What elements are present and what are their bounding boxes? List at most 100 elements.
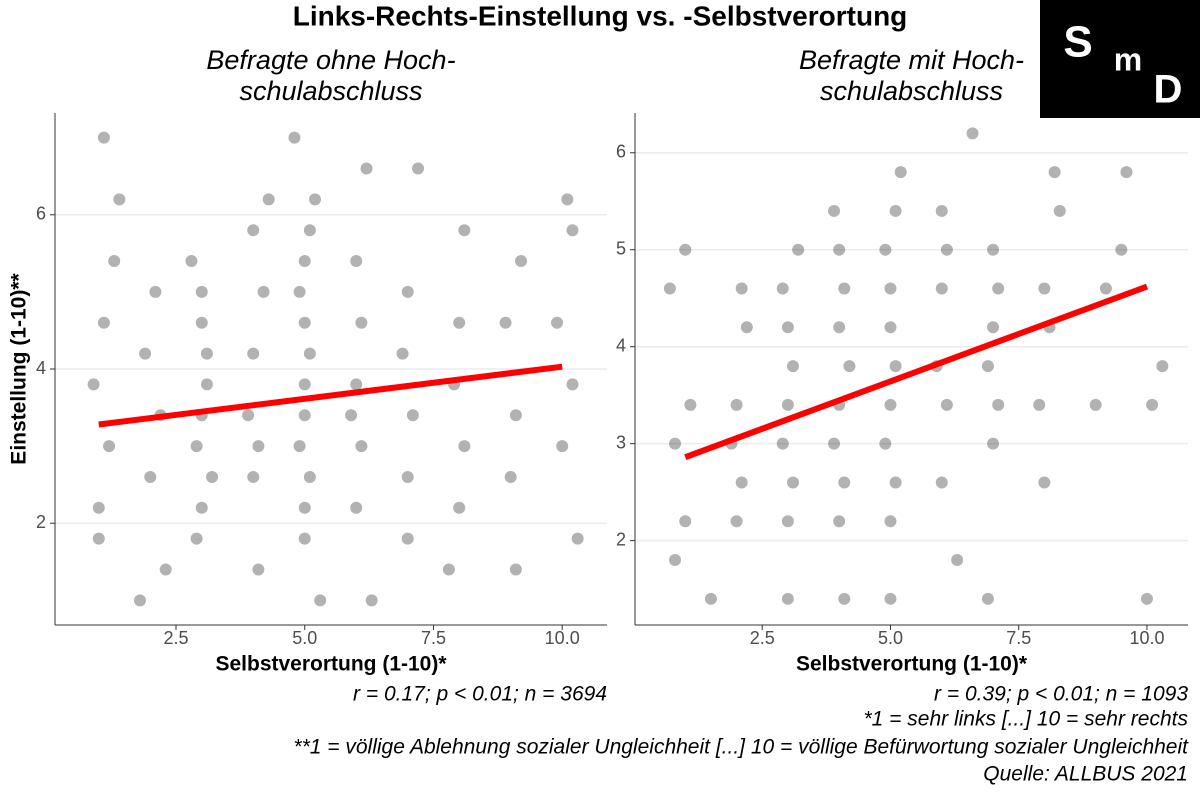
point [781, 592, 794, 605]
point [515, 255, 528, 268]
point [309, 193, 322, 206]
y-tick-label: 2 [36, 512, 46, 532]
point [509, 409, 522, 422]
point [509, 563, 522, 576]
point [679, 243, 692, 256]
point [828, 204, 841, 217]
x-tick-label: 2.5 [750, 628, 775, 648]
point [303, 224, 316, 237]
point [966, 127, 979, 140]
point [113, 193, 126, 206]
point [345, 409, 358, 422]
point [669, 437, 682, 450]
point [298, 378, 311, 391]
point [401, 532, 414, 545]
point [293, 285, 306, 298]
point [884, 592, 897, 605]
point [242, 409, 255, 422]
point [252, 440, 265, 453]
point [1038, 282, 1051, 295]
point [360, 162, 373, 175]
footnote: *1 = sehr links [...] 10 = sehr rechts [864, 708, 1189, 731]
subtitle: schulabschluss [239, 76, 422, 106]
point [453, 316, 466, 329]
point [159, 563, 172, 576]
point [185, 255, 198, 268]
point [257, 285, 270, 298]
point [704, 592, 717, 605]
subtitle: Befragte mit Hoch- [799, 45, 1024, 75]
stats: r = 0.17; p < 0.01; n = 3694 [353, 683, 607, 706]
point [298, 255, 311, 268]
x-tick-label: 7.5 [421, 628, 446, 648]
point [987, 321, 1000, 334]
point [200, 378, 213, 391]
x-axis-label: Selbstverortung (1-10)* [215, 653, 447, 676]
x-tick-label: 10.0 [1129, 628, 1164, 648]
y-tick-label: 6 [616, 142, 626, 162]
point [200, 347, 213, 360]
point [412, 162, 425, 175]
point [1140, 592, 1153, 605]
stats: r = 0.39; p < 0.01; n = 1093 [934, 683, 1188, 706]
point [981, 592, 994, 605]
point [1033, 398, 1046, 411]
trend-line [98, 363, 563, 428]
point [458, 440, 471, 453]
point [1115, 243, 1128, 256]
point [566, 378, 579, 391]
point [730, 515, 743, 528]
point [108, 255, 121, 268]
point [190, 440, 203, 453]
footnote: **1 = völlige Ablehnung sozialer Ungleic… [293, 736, 1189, 759]
point [781, 515, 794, 528]
point [889, 476, 902, 489]
point [981, 360, 994, 373]
point [499, 316, 512, 329]
point [879, 437, 892, 450]
point [776, 437, 789, 450]
point [833, 515, 846, 528]
point [293, 440, 306, 453]
point [730, 398, 743, 411]
point [458, 224, 471, 237]
x-tick-label: 5.0 [878, 628, 903, 648]
point [1053, 204, 1066, 217]
point [663, 282, 676, 295]
point [838, 476, 851, 489]
point [566, 224, 579, 237]
point [1089, 398, 1102, 411]
x-tick-label: 2.5 [163, 628, 188, 648]
point [1099, 282, 1112, 295]
x-tick-label: 5.0 [292, 628, 317, 648]
point [350, 255, 363, 268]
point [262, 193, 275, 206]
point [838, 282, 851, 295]
point [940, 243, 953, 256]
point [987, 243, 1000, 256]
point [828, 437, 841, 450]
point [787, 476, 799, 489]
point [556, 440, 569, 453]
point [504, 470, 517, 483]
point [92, 532, 105, 545]
point [787, 360, 799, 373]
point [684, 398, 697, 411]
x-tick-label: 7.5 [1006, 628, 1031, 648]
logo-letter: D [1154, 68, 1183, 112]
point [247, 470, 260, 483]
point [401, 285, 414, 298]
point [992, 398, 1005, 411]
point [740, 321, 753, 334]
point [195, 501, 208, 514]
point [935, 476, 948, 489]
point [247, 347, 260, 360]
x-axis-label: Selbstverortung (1-10)* [796, 653, 1028, 676]
y-axis-label: Einstellung (1-10)** [8, 272, 31, 464]
point [843, 360, 856, 373]
point [298, 316, 311, 329]
point [889, 360, 902, 373]
point [781, 321, 794, 334]
point [889, 204, 902, 217]
